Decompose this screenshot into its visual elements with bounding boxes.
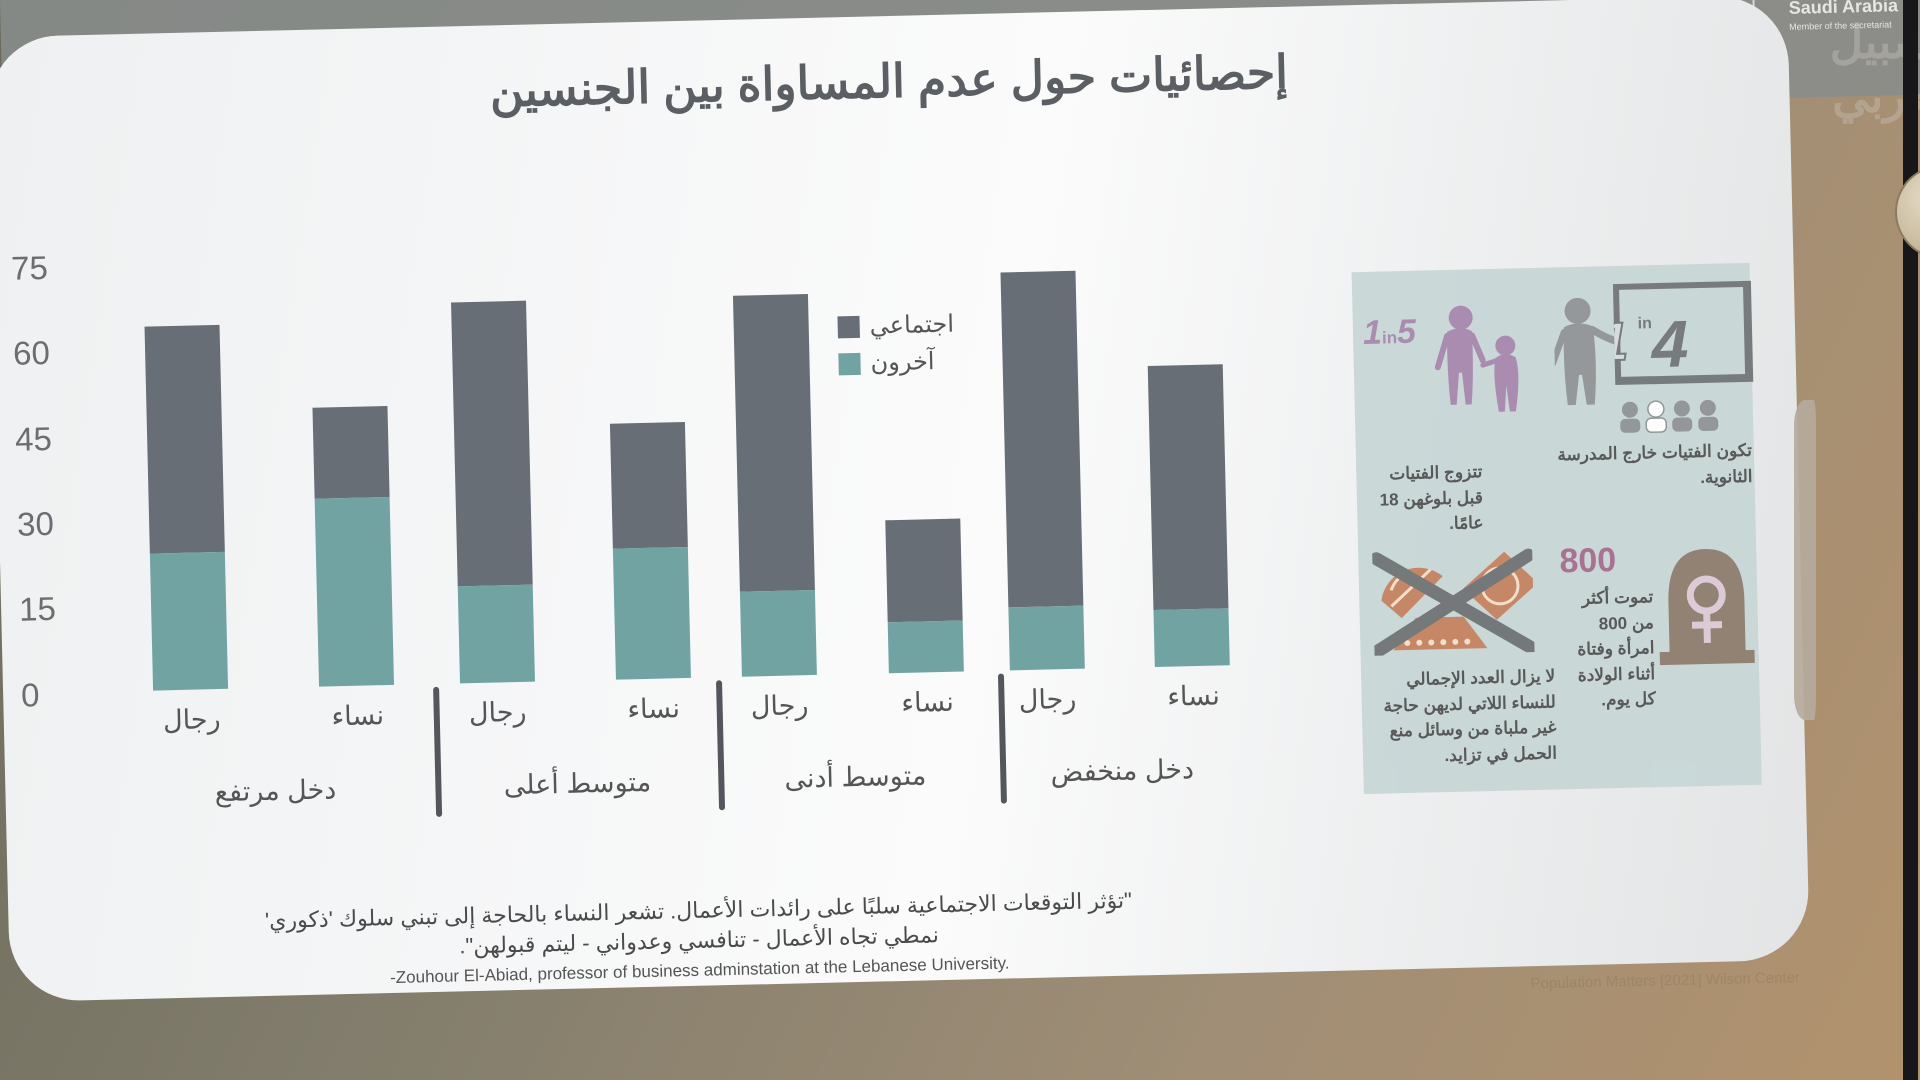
svg-text:1: 1 (1613, 312, 1629, 373)
svg-text:4: 4 (1649, 306, 1689, 381)
svg-text:in: in (1637, 315, 1652, 332)
